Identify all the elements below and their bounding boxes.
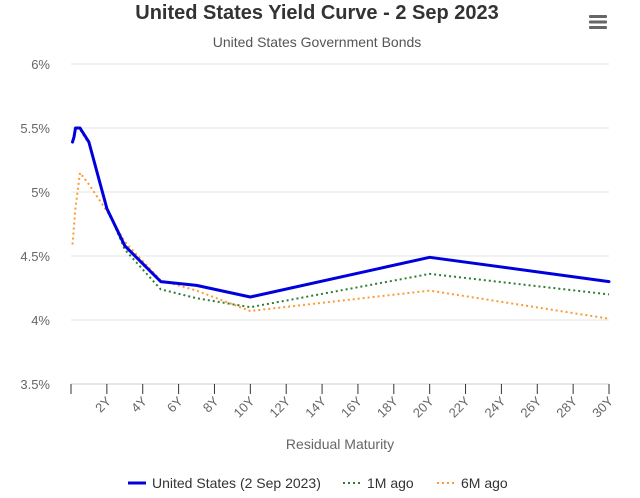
legend: United States (2 Sep 2023) 1M ago 6M ago <box>128 475 508 491</box>
y-tick-label: 5% <box>31 185 50 200</box>
x-tick-label: 16Y <box>338 393 365 420</box>
x-tick-label: 18Y <box>374 393 401 420</box>
x-tick-label: 14Y <box>302 393 329 420</box>
series-line-2[interactable] <box>71 171 610 320</box>
y-tick-label: 5.5% <box>20 121 50 136</box>
x-tick-label: 28Y <box>553 393 580 420</box>
x-tick-label: 8Y <box>200 393 222 415</box>
x-tick-label: 26Y <box>517 393 544 420</box>
x-tick-label: 20Y <box>410 393 437 420</box>
legend-label: 6M ago <box>461 475 508 491</box>
x-tick-label: 10Y <box>230 393 257 420</box>
series-group <box>71 126 611 320</box>
chart-subtitle: United States Government Bonds <box>212 34 422 50</box>
y-tick-label: 4% <box>31 313 50 328</box>
hamburger-menu-icon[interactable] <box>586 10 610 34</box>
x-tick-label: 22Y <box>446 393 473 420</box>
x-tick-label: 2Y <box>92 393 114 415</box>
x-axis: 2Y 4Y 6Y 8Y 10Y 12Y 14Y 16Y 18Y 20Y 22Y 24Y 26Y 28Y 30… <box>70 383 616 452</box>
chart-title: United States Yield Curve - 2 Sep 2023 <box>135 2 499 24</box>
y-tick-label: 6% <box>31 57 50 72</box>
legend-item-2[interactable]: 6M ago <box>437 475 508 491</box>
series-line-0[interactable] <box>71 126 611 299</box>
y-tick-label: 3.5% <box>20 377 50 392</box>
series-line-1[interactable] <box>71 127 610 309</box>
grid-lines: 3.5% 4% 4.5% 5% 5.5% 6% <box>20 57 609 392</box>
legend-label: 1M ago <box>367 475 414 491</box>
legend-label: United States (2 Sep 2023) <box>152 475 321 491</box>
x-tick-label: 4Y <box>128 393 150 415</box>
x-tick-label: 24Y <box>482 393 509 420</box>
legend-item-0[interactable]: United States (2 Sep 2023) <box>128 475 321 491</box>
x-tick-label: 12Y <box>266 393 293 420</box>
x-tick-label: 6Y <box>164 393 186 415</box>
x-tick-label: 30Y <box>589 393 616 420</box>
y-tick-label: 4.5% <box>20 249 50 264</box>
legend-item-1[interactable]: 1M ago <box>343 475 414 491</box>
x-axis-title: Residual Maturity <box>286 436 394 452</box>
